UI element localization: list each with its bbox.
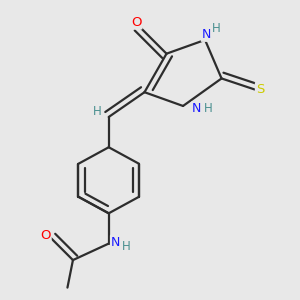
Text: N: N [202, 28, 211, 41]
Text: N: N [192, 102, 202, 115]
Text: N: N [111, 236, 120, 249]
Text: S: S [256, 83, 264, 96]
Text: O: O [40, 229, 51, 242]
Text: H: H [212, 22, 220, 35]
Text: H: H [122, 240, 131, 253]
Text: O: O [131, 16, 142, 28]
Text: H: H [93, 105, 102, 118]
Text: H: H [203, 102, 212, 115]
